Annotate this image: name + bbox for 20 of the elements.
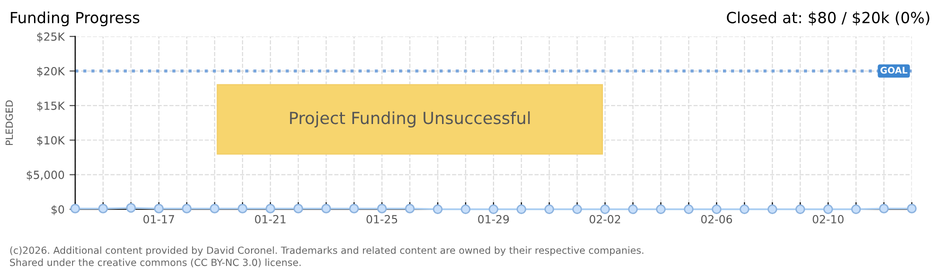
y-tick-label: $10K xyxy=(37,136,66,146)
text: Shared under the creative commons (CC BY-NC 3.0) license. xyxy=(10,258,301,268)
text: (c)2026. Additional content provided by David Coronel. Trademarks and related content are owned by their respective companies. xyxy=(10,246,644,256)
x-tick-label: 01-29 xyxy=(478,215,509,224)
y-axis-title: PLEDGED xyxy=(6,100,13,145)
x-tick-label: 02-06 xyxy=(701,215,732,224)
chart-title: Funding Progress xyxy=(10,12,140,26)
ref-line-label: GOAL xyxy=(880,66,908,74)
y-tick-label: $25K xyxy=(37,32,66,42)
y-tick-label: $0 xyxy=(52,205,64,216)
chart-subtitle: Closed at: $80 / $20k (0%) xyxy=(726,12,930,26)
x-tick-label: 01-25 xyxy=(366,215,398,224)
y-tick-label: $15K xyxy=(37,101,66,112)
y-tick-label: $5,000 xyxy=(26,170,64,181)
x-tick-label: 02-02 xyxy=(590,215,620,224)
y-tick-label: $20K xyxy=(37,66,66,77)
x-tick-label: 02-10 xyxy=(812,215,844,224)
x-tick-label: 01-17 xyxy=(143,215,174,224)
annotation: Project Funding Unsuccessful xyxy=(290,111,530,128)
x-tick-label: 01-21 xyxy=(254,215,286,224)
